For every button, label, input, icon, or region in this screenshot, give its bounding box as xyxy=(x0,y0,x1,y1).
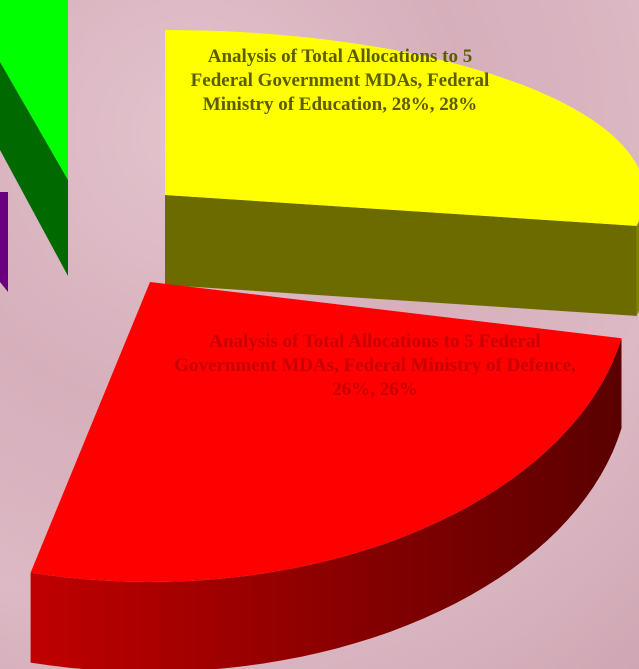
slice-side xyxy=(636,221,639,316)
slice xyxy=(165,30,639,226)
slice-side xyxy=(165,195,637,316)
slice-side xyxy=(30,338,622,669)
slice-fragment xyxy=(0,0,68,180)
slice-fragment-side xyxy=(0,192,8,292)
data-label: Analysis of Total Allocations to 5 Feder… xyxy=(174,331,576,400)
slice-fragment-side xyxy=(0,62,68,276)
slice xyxy=(30,282,622,582)
data-label: Analysis of Total Allocations to 5 Feder… xyxy=(190,46,490,115)
